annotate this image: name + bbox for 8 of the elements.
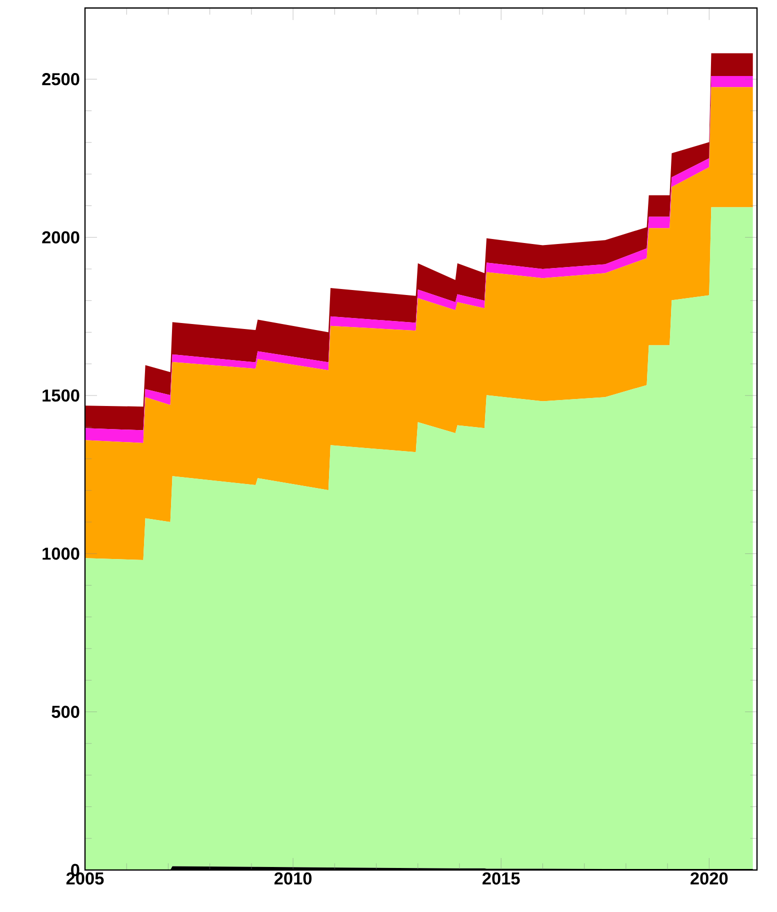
x-tick-label: 2020 [690, 872, 728, 885]
y-tick-label: 1000 [42, 548, 80, 560]
y-tick-label: 2000 [42, 231, 80, 244]
x-tick-label: 2015 [482, 872, 520, 885]
y-tick-label: 2500 [42, 73, 80, 86]
x-tick-label: 2010 [274, 872, 312, 885]
y-tick-label: 1500 [42, 389, 80, 402]
y-tick-label: 500 [52, 706, 80, 718]
